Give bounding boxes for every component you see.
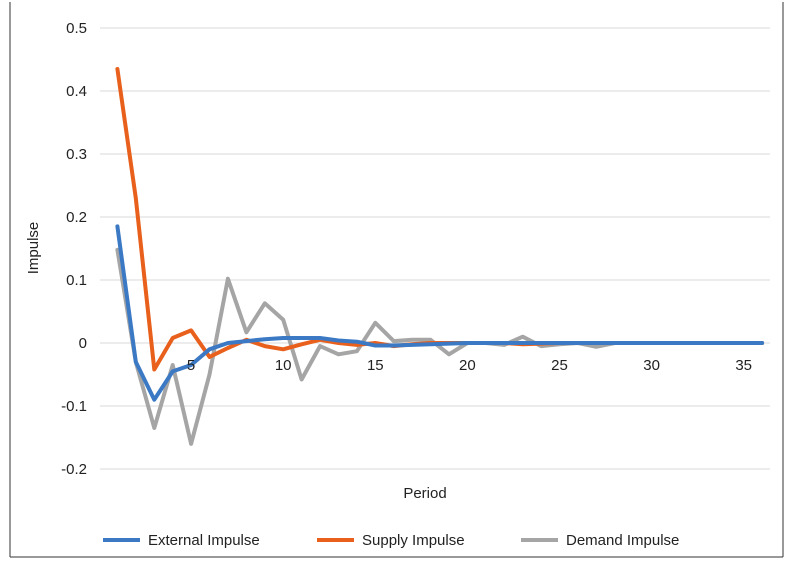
legend: External Impulse Supply Impulse Demand Imp… xyxy=(103,532,679,549)
y-axis-ticks: 0.5 0.4 0.3 0.2 0.1 0 -0.1 -0.2 xyxy=(61,20,87,478)
y-tick-label: -0.2 xyxy=(61,461,87,478)
gridlines xyxy=(100,27,770,470)
x-tick-label: 25 xyxy=(551,357,568,374)
y-tick-label: 0.5 xyxy=(66,20,87,37)
y-axis-title: Impulse xyxy=(25,222,42,275)
y-tick-label: 0.4 xyxy=(66,83,87,100)
x-tick-label: 20 xyxy=(459,357,476,374)
y-tick-label: 0.2 xyxy=(66,209,87,226)
y-tick-label: 0.1 xyxy=(66,272,87,289)
x-tick-label: 5 xyxy=(187,357,195,374)
legend-label: Supply Impulse xyxy=(362,532,465,549)
series-group xyxy=(115,67,765,446)
y-tick-label: -0.1 xyxy=(61,398,87,415)
y-tick-label: 0 xyxy=(79,335,87,352)
x-tick-label: 15 xyxy=(367,357,384,374)
y-tick-label: 0.3 xyxy=(66,146,87,163)
x-tick-label: 30 xyxy=(643,357,660,374)
x-axis-title: Period xyxy=(403,485,446,502)
legend-label: External Impulse xyxy=(148,532,260,549)
x-axis-ticks: 5 10 15 20 25 30 35 xyxy=(187,357,752,374)
series-line-0 xyxy=(115,224,765,402)
x-tick-label: 10 xyxy=(275,357,292,374)
legend-label: Demand Impulse xyxy=(566,532,679,549)
x-tick-label: 35 xyxy=(735,357,752,374)
